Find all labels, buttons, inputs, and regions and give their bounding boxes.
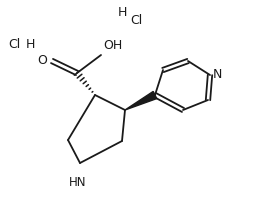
- Text: N: N: [212, 69, 221, 82]
- Text: H: H: [118, 7, 127, 20]
- Text: H: H: [26, 39, 35, 52]
- Polygon shape: [124, 91, 156, 110]
- Text: O: O: [37, 55, 47, 68]
- Text: Cl: Cl: [8, 39, 20, 52]
- Text: Cl: Cl: [130, 13, 142, 26]
- Text: HN: HN: [69, 176, 86, 189]
- Text: OH: OH: [103, 39, 122, 52]
